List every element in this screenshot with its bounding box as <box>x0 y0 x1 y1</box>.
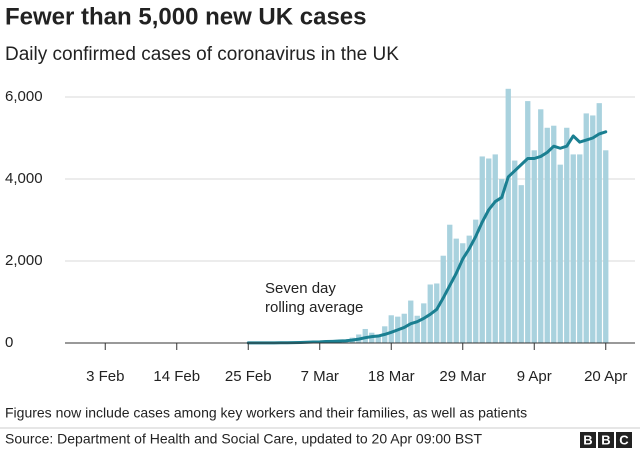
bar <box>479 156 485 343</box>
bar <box>499 179 505 343</box>
chart-title: Fewer than 5,000 new UK cases <box>5 3 367 30</box>
logo-box <box>598 432 614 448</box>
y-tick-label: 4,000 <box>5 170 43 187</box>
bar <box>505 88 511 343</box>
x-tick-label: 20 Apr <box>584 368 627 385</box>
x-tick-label: 18 Mar <box>368 368 415 385</box>
chart-subtitle: Daily confirmed cases of coronavirus in … <box>5 44 399 65</box>
line <box>246 130 608 345</box>
x-tick-label: 9 Apr <box>517 368 552 385</box>
bar <box>414 315 420 343</box>
bar <box>603 150 609 343</box>
bar <box>557 164 563 343</box>
x-tick-label: 25 Feb <box>225 368 272 385</box>
annotation: rolling average <box>265 299 363 316</box>
bar <box>596 103 602 344</box>
logo-box <box>616 432 632 448</box>
bar <box>486 158 492 343</box>
source: Source: Department of Health and Social … <box>5 431 483 447</box>
bar <box>551 125 557 343</box>
logo-box <box>580 432 596 448</box>
annotation: Seven day <box>265 280 336 297</box>
bar <box>583 113 589 344</box>
bar <box>570 154 576 343</box>
y-tick-label: 0 <box>5 334 13 351</box>
bar <box>531 150 537 343</box>
bar <box>577 154 583 343</box>
note: Figures now include cases among key work… <box>5 405 527 421</box>
bar <box>408 300 414 343</box>
logo-letter: B <box>583 432 592 447</box>
bar <box>460 243 466 343</box>
bar <box>525 101 531 343</box>
bar <box>518 185 524 343</box>
bar <box>362 328 368 343</box>
bar <box>512 160 518 343</box>
bar <box>492 154 498 343</box>
logo: B B C <box>580 432 632 448</box>
bar <box>564 127 570 343</box>
bar <box>375 336 381 343</box>
axes: 0 2,000 4,000 6,000 3 Feb 14 Feb 25 Feb 7 Mar 18… <box>5 88 635 385</box>
bar <box>421 303 427 343</box>
bar <box>466 235 472 343</box>
x-tick-label: 3 Feb <box>86 368 124 385</box>
y-tick-label: 2,000 <box>5 252 43 269</box>
logo-letter: C <box>619 432 629 447</box>
bar <box>453 238 459 343</box>
x-tick-label: 7 Mar <box>301 368 339 385</box>
x-tick-label: 14 Feb <box>153 368 200 385</box>
bar <box>473 219 479 343</box>
bar <box>590 115 596 343</box>
lines <box>246 130 608 345</box>
y-tick-label: 6,000 <box>5 88 43 105</box>
bar <box>434 283 440 343</box>
x-tick-label: 29 Mar <box>439 368 486 385</box>
bar <box>538 109 544 343</box>
bar <box>544 127 550 343</box>
logo-letter: B <box>601 432 610 447</box>
bar <box>388 315 394 343</box>
